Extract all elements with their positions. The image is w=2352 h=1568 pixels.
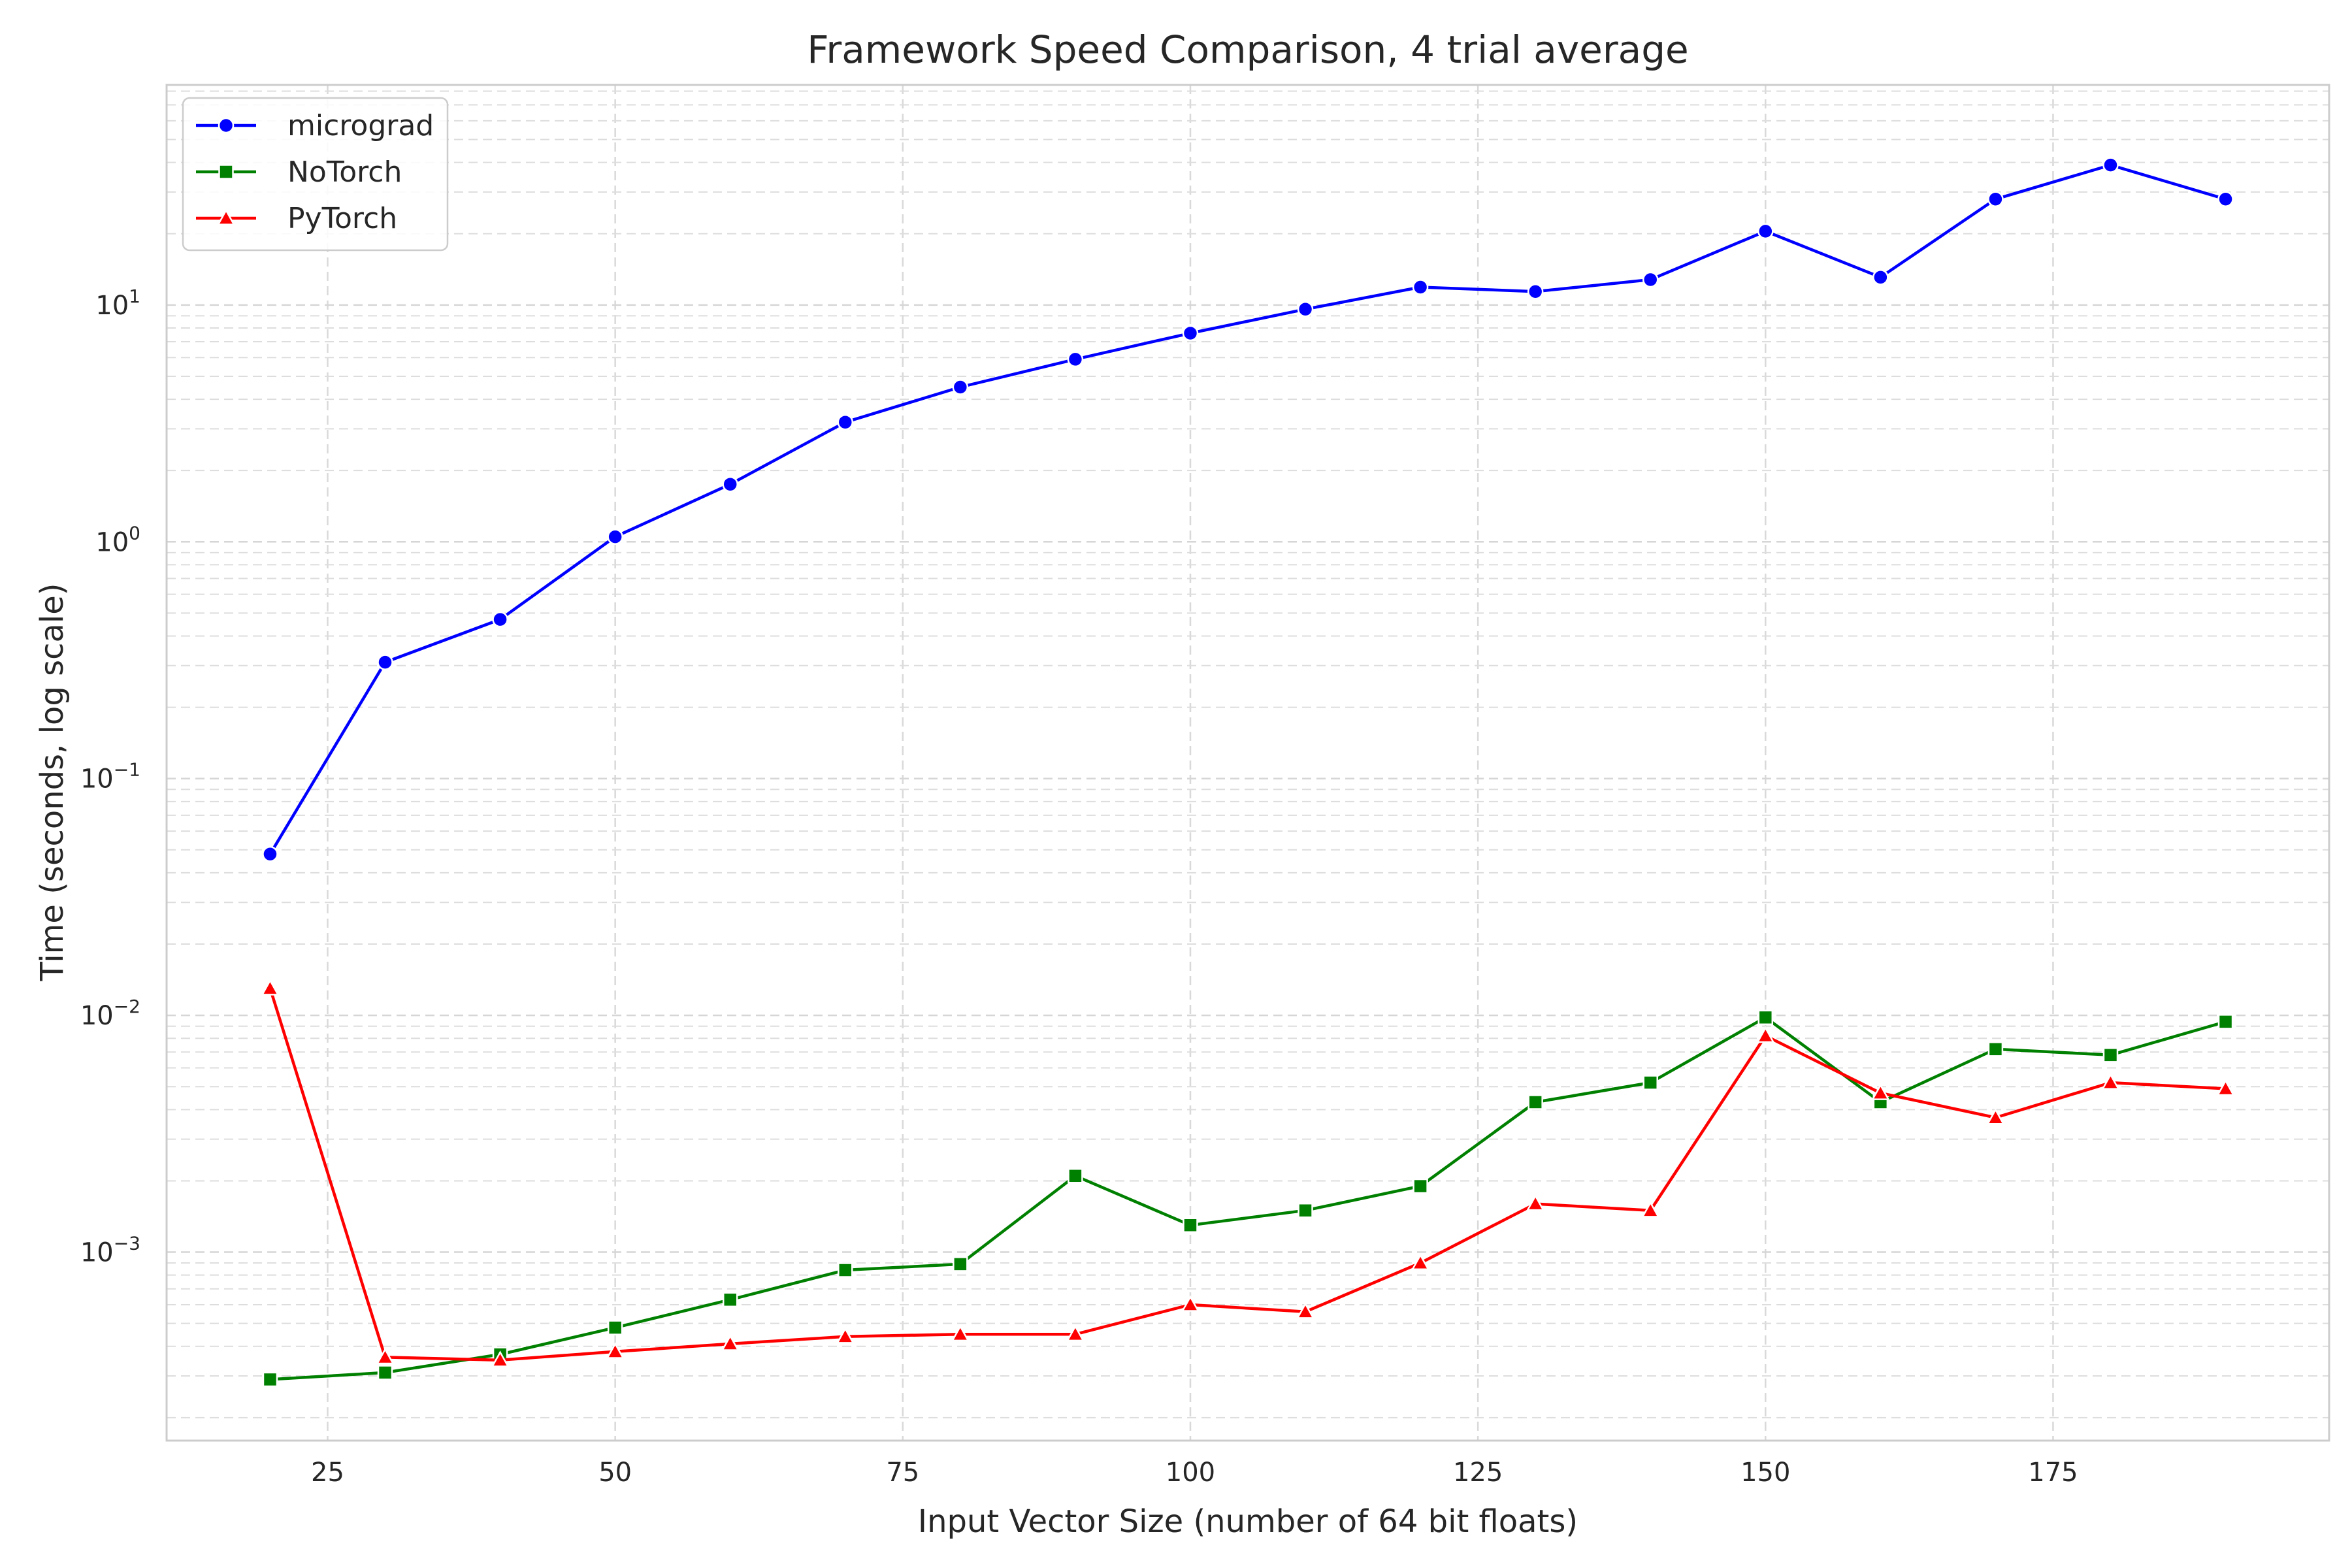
series-micrograd <box>262 157 2234 862</box>
legend-marker <box>218 117 235 134</box>
data-point <box>1987 1041 2004 1057</box>
data-point <box>262 845 278 862</box>
data-point <box>1641 1201 1660 1218</box>
data-point <box>951 1324 970 1342</box>
data-point <box>262 1371 278 1388</box>
data-point <box>837 414 854 431</box>
series-line <box>269 163 2227 855</box>
data-point <box>492 611 508 628</box>
data-point <box>1871 1083 1890 1100</box>
data-point <box>953 1256 968 1272</box>
data-point <box>1757 1009 1774 1026</box>
data-point <box>607 1320 623 1335</box>
series-line <box>269 988 2226 1362</box>
data-point <box>377 1365 393 1380</box>
data-point <box>1413 1178 1428 1194</box>
data-point <box>1527 283 1544 300</box>
data-point <box>1298 1202 1313 1218</box>
data-point <box>838 1262 853 1278</box>
data-point <box>2216 1079 2235 1096</box>
legend-box <box>182 97 449 252</box>
x-tick-label: 150 <box>1740 1458 1790 1488</box>
y-tick-label: 101 <box>95 286 140 321</box>
x-tick-label: 125 <box>1453 1458 1503 1488</box>
legend-item: PyTorch <box>196 202 397 235</box>
series-pytorch <box>261 979 2235 1367</box>
series-layer <box>261 157 2235 1388</box>
data-point <box>2102 1047 2119 1063</box>
data-point <box>1987 191 2004 208</box>
data-point <box>1297 301 1314 318</box>
x-tick-label: 25 <box>311 1458 344 1488</box>
data-point <box>1642 1075 1658 1090</box>
data-point <box>377 654 393 670</box>
chart-title: Framework Speed Comparison, 4 trial aver… <box>807 27 1688 72</box>
legend-item: micrograd <box>196 109 434 142</box>
data-point <box>2101 1073 2120 1090</box>
data-point <box>721 1334 740 1351</box>
data-point <box>2217 1014 2234 1030</box>
data-point <box>1756 1026 1775 1043</box>
data-point <box>1181 1295 1200 1312</box>
series-line <box>270 1016 2227 1381</box>
data-point <box>1067 351 1084 368</box>
y-tick-label: 10−3 <box>80 1233 140 1268</box>
x-axis-label: Input Vector Size (number of 64 bit floa… <box>918 1503 1578 1540</box>
data-point <box>491 1350 510 1367</box>
data-point <box>1757 223 1774 240</box>
y-axis-label: Time (seconds, log scale) <box>34 583 71 982</box>
x-tick-label: 175 <box>2028 1458 2078 1488</box>
legend: micrograd NoTorch PyTorch <box>182 97 449 252</box>
legend-marker <box>218 164 234 180</box>
data-point <box>722 476 738 493</box>
data-point <box>1986 1108 2005 1125</box>
tick-labels: 25 50 75 100 125 150 175 10−3 10−2 10−1 100 101 <box>80 286 2078 1488</box>
plot-frame <box>165 84 2330 1442</box>
y-tick-label: 100 <box>95 522 140 557</box>
x-tick-label: 100 <box>1166 1458 1215 1488</box>
data-point <box>1642 271 1659 288</box>
data-point <box>261 979 280 996</box>
data-point <box>2102 157 2119 173</box>
legend-label: NoTorch <box>287 155 402 189</box>
data-point <box>1411 1253 1430 1270</box>
data-point <box>1068 1168 1083 1184</box>
data-point <box>2217 191 2234 208</box>
data-point <box>1412 279 1429 295</box>
data-point <box>1527 1094 1543 1110</box>
data-point <box>836 1327 855 1344</box>
data-point <box>1296 1302 1315 1319</box>
data-point <box>952 379 969 395</box>
data-point <box>606 1342 625 1359</box>
data-point <box>1872 269 1889 286</box>
gridlines <box>167 85 2329 1441</box>
data-point <box>1526 1194 1545 1211</box>
data-point <box>376 1347 395 1365</box>
data-point <box>607 529 623 545</box>
data-point <box>722 1292 738 1308</box>
legend-item: NoTorch <box>196 155 402 189</box>
x-tick-label: 50 <box>598 1458 632 1488</box>
data-point <box>1066 1324 1085 1342</box>
y-tick-label: 10−2 <box>80 996 140 1031</box>
legend-label: PyTorch <box>287 202 397 235</box>
data-point <box>1183 1217 1198 1233</box>
data-point <box>1182 325 1199 342</box>
legend-marker <box>216 208 236 225</box>
y-tick-label: 10−1 <box>80 759 140 794</box>
x-tick-label: 75 <box>886 1458 919 1488</box>
legend-label: micrograd <box>287 109 434 142</box>
